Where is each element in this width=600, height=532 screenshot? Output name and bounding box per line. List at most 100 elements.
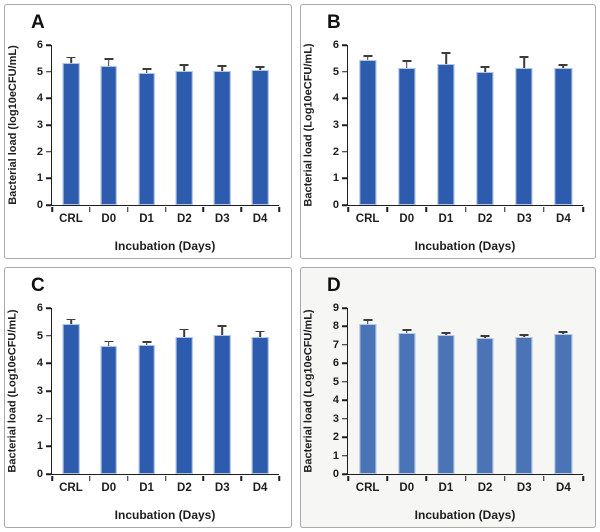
plot-area: 0 1 2 3 4 5 6 CRL D0 D1 D2 D3 D4 — [37, 39, 280, 225]
x-axis-title: Incubation (Days) — [114, 508, 216, 522]
y-tick-mark — [341, 362, 347, 365]
x-tick-mark — [278, 475, 280, 481]
x-axis-title: Incubation (Days) — [414, 508, 516, 522]
x-category-label: CRL — [355, 482, 380, 494]
y-tick-label: 0 — [36, 199, 43, 211]
y-tick-mark — [341, 70, 347, 73]
y-tick-mark — [45, 362, 51, 365]
bar-d2 — [176, 71, 193, 205]
y-tick-mark — [45, 70, 51, 73]
error-bar-cap — [66, 318, 76, 321]
y-tick-label: 1 — [332, 172, 339, 185]
y-tick-label: 6 — [36, 302, 43, 314]
panel-b: B Bacterial load (Log10eCFU/mL) 0 1 2 3 4 5 6 C… — [300, 4, 596, 259]
error-bar-line — [445, 334, 447, 336]
y-tick-mark — [341, 325, 347, 328]
error-bar-line — [183, 330, 186, 337]
y-tick-mark — [45, 307, 51, 309]
y-tick-mark — [45, 204, 51, 206]
x-tick-mark — [425, 475, 428, 481]
y-tick-mark — [341, 399, 347, 401]
x-tick-mark — [464, 475, 467, 481]
error-bar-cap — [363, 319, 373, 322]
error-bar-cap — [480, 334, 490, 337]
x-tick-mark — [89, 206, 91, 212]
x-category-label: D2 — [177, 213, 192, 225]
bar-d1 — [138, 73, 155, 205]
x-tick-mark — [240, 206, 242, 212]
error-bar-cap — [179, 64, 189, 66]
error-bar-cap — [519, 56, 529, 59]
x-category-label: D1 — [139, 482, 154, 494]
y-tick-label: 3 — [332, 119, 339, 131]
bar-d4 — [554, 68, 573, 205]
y-tick-label: 6 — [332, 39, 339, 51]
error-bar-cap — [217, 325, 227, 327]
x-category-label: D3 — [214, 213, 230, 225]
x-category-label: D4 — [252, 213, 268, 225]
panel-letter: D — [327, 275, 341, 296]
y-tick-label: 5 — [332, 65, 339, 78]
x-tick-mark — [164, 475, 167, 481]
y-tick-label: 5 — [36, 65, 43, 78]
error-bar-cap — [441, 52, 451, 55]
x-category-label: D1 — [139, 213, 154, 225]
y-tick-label: 1 — [36, 440, 43, 453]
x-axis-title: Incubation (Days) — [114, 239, 216, 253]
x-category-label: D4 — [556, 482, 571, 494]
x-tick-mark — [164, 206, 167, 212]
y-tick-label: 0 — [332, 468, 339, 480]
error-bar-cap — [255, 330, 265, 333]
x-tick-mark — [386, 475, 388, 481]
y-tick-mark — [341, 150, 347, 153]
error-bar-cap — [255, 65, 265, 68]
y-tick-label: 2 — [36, 412, 43, 425]
panel-a: A Bacterial load (log10eCFU/mL) 0 1 2 3 4 5 6 C… — [4, 4, 292, 259]
y-tick-mark — [341, 204, 347, 206]
y-tick-label: 3 — [36, 119, 43, 131]
error-bar-cap — [519, 333, 529, 336]
y-tick-mark — [45, 417, 51, 420]
y-tick-mark — [45, 150, 51, 153]
y-axis-label: Bacterial load (Log10eCFU/mL) — [303, 308, 316, 473]
bar-d2 — [476, 338, 494, 474]
bar-crl — [62, 324, 80, 474]
y-axis-label: Bacterial load (Log10eCFU/mL) — [303, 42, 316, 207]
x-tick-mark — [543, 475, 545, 481]
y-tick-label: 1 — [332, 449, 339, 462]
error-bar-line — [145, 342, 148, 345]
y-tick-mark — [45, 97, 51, 100]
y-tick-mark — [341, 473, 347, 475]
plot-area: 0 1 2 3 4 5 6 CRL D0 D1 D2 D3 D4 — [333, 39, 584, 225]
y-tick-label: 5 — [332, 375, 339, 388]
error-bar-line — [484, 67, 486, 73]
y-tick-mark — [45, 390, 51, 392]
x-category-label: CRL — [59, 482, 83, 494]
x-category-label: D2 — [477, 482, 493, 494]
bar-d2 — [176, 336, 193, 474]
y-tick-mark — [341, 177, 347, 180]
error-bar-cap — [402, 329, 412, 332]
y-tick-label: 2 — [36, 145, 43, 158]
x-tick-mark — [582, 206, 584, 212]
bar-d0 — [398, 332, 416, 474]
y-tick-label: 4 — [36, 357, 43, 370]
x-axis-title: Incubation (Days) — [414, 239, 516, 253]
y-tick-label: 4 — [36, 92, 43, 105]
bar-d0 — [100, 65, 118, 205]
error-bar-cap — [142, 341, 152, 343]
x-tick-mark — [126, 206, 129, 212]
y-tick-mark — [341, 417, 347, 420]
error-bar-line — [562, 66, 565, 69]
y-tick-label: 5 — [36, 329, 43, 342]
error-bar-line — [70, 58, 72, 64]
y-tick-mark — [341, 97, 347, 100]
error-bar-line — [259, 332, 261, 337]
error-bar-line — [70, 320, 72, 325]
y-axis-label: Bacterial load (log10eCFU/mL) — [7, 44, 20, 205]
panel-letter: C — [31, 275, 45, 296]
x-tick-mark — [347, 206, 349, 212]
y-tick-label: 4 — [332, 394, 339, 407]
y-tick-mark — [341, 124, 347, 126]
error-bar-cap — [104, 340, 114, 343]
